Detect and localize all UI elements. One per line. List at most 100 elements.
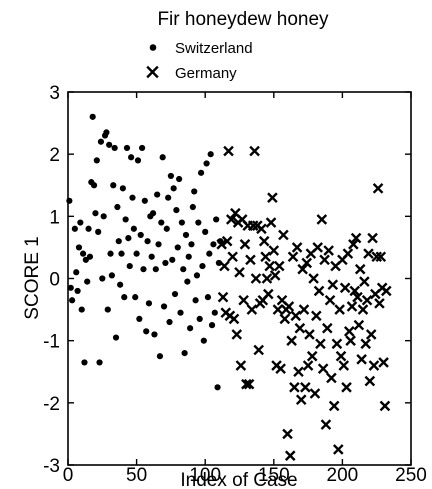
data-point-switzerland — [117, 281, 124, 288]
data-point-germany — [360, 338, 372, 350]
data-point-germany — [304, 329, 315, 340]
data-point-germany — [364, 375, 376, 387]
data-point-germany — [368, 360, 380, 371]
data-point-switzerland — [108, 272, 116, 279]
data-point-switzerland — [126, 262, 133, 270]
data-point-switzerland — [196, 315, 203, 323]
data-point-switzerland — [158, 219, 165, 226]
data-point-germany — [338, 360, 350, 371]
data-point-germany — [359, 276, 370, 287]
data-point-germany — [287, 251, 299, 263]
data-point-switzerland — [136, 315, 143, 323]
y-tick-label: -1 — [43, 332, 60, 353]
y-tick-labels: -3 -2 -1 0 1 2 3 — [43, 83, 60, 477]
data-point-germany — [335, 350, 347, 362]
data-point-germany — [294, 322, 306, 334]
data-point-switzerland — [214, 384, 221, 391]
chart-title: Fir honeydew honey — [157, 9, 329, 30]
data-point-germany — [354, 263, 366, 275]
data-point-switzerland — [171, 290, 179, 298]
data-point-switzerland — [121, 294, 128, 301]
data-point-switzerland — [189, 203, 196, 211]
data-point-germany — [381, 285, 392, 297]
data-point-switzerland — [184, 278, 191, 285]
data-point-switzerland — [92, 210, 99, 217]
data-point-switzerland — [97, 138, 105, 145]
data-point-germany — [306, 350, 318, 362]
data-point-switzerland — [204, 294, 212, 301]
data-point-switzerland — [75, 244, 83, 251]
data-point-germany — [272, 304, 284, 315]
data-point-switzerland — [67, 284, 74, 291]
data-point-germany — [289, 381, 300, 393]
data-point-switzerland — [154, 191, 161, 198]
data-point-switzerland — [96, 359, 103, 366]
data-point-germany — [219, 260, 230, 272]
data-point-switzerland — [155, 241, 162, 248]
data-point-switzerland — [173, 207, 180, 214]
data-point-germany — [234, 266, 245, 278]
data-point-switzerland — [188, 241, 195, 248]
data-point-germany — [227, 251, 238, 263]
data-point-germany — [278, 229, 289, 241]
data-point-germany — [363, 248, 374, 259]
data-point-germany — [357, 304, 369, 315]
data-point-switzerland — [207, 151, 214, 158]
data-point-switzerland — [211, 309, 218, 316]
data-point-switzerland — [79, 250, 87, 257]
data-point-switzerland — [69, 297, 76, 304]
data-point-switzerland — [115, 238, 122, 245]
data-point-germany — [246, 304, 258, 315]
data-point-germany — [374, 298, 385, 309]
data-point-switzerland — [169, 256, 176, 263]
data-point-germany — [379, 400, 391, 412]
data-point-switzerland — [167, 172, 174, 180]
data-point-switzerland — [185, 253, 192, 260]
data-point-switzerland — [99, 275, 106, 282]
data-point-switzerland — [93, 157, 100, 164]
data-point-germany — [243, 378, 255, 390]
y-tick-label: 3 — [49, 83, 60, 104]
data-point-switzerland — [110, 182, 117, 189]
x-tick-label: 200 — [327, 465, 359, 486]
data-point-germany — [300, 381, 311, 393]
data-point-switzerland — [166, 318, 173, 326]
data-point-switzerland — [213, 216, 220, 223]
data-point-germany — [367, 232, 378, 244]
data-points — [66, 113, 392, 461]
data-point-germany — [264, 260, 275, 272]
data-point-germany — [322, 322, 333, 334]
data-point-switzerland — [130, 225, 137, 232]
data-point-switzerland — [114, 203, 121, 211]
data-point-germany — [341, 381, 352, 393]
data-point-switzerland — [160, 303, 168, 310]
data-point-germany — [378, 357, 389, 368]
data-point-switzerland — [159, 154, 166, 161]
legend-x-marker — [146, 65, 159, 79]
data-point-germany — [263, 288, 274, 300]
data-point-germany — [332, 444, 344, 455]
data-point-switzerland — [152, 266, 159, 273]
data-point-germany — [352, 291, 363, 303]
data-point-germany — [286, 335, 297, 346]
data-point-germany — [353, 319, 365, 331]
data-point-switzerland — [86, 253, 94, 260]
data-point-germany — [346, 301, 358, 312]
data-point-germany — [345, 335, 356, 346]
data-point-germany — [302, 360, 314, 371]
data-point-germany — [250, 273, 262, 284]
data-point-germany — [249, 145, 260, 157]
data-point-switzerland — [174, 244, 181, 251]
data-point-germany — [326, 372, 337, 384]
data-point-switzerland — [163, 225, 170, 232]
data-point-switzerland — [122, 216, 129, 223]
data-point-germany — [241, 378, 252, 390]
data-point-switzerland — [144, 238, 151, 245]
data-point-switzerland — [133, 250, 140, 257]
data-point-germany — [291, 242, 303, 253]
y-tick-label: 2 — [49, 145, 60, 166]
data-point-switzerland — [141, 197, 148, 204]
data-point-germany — [235, 360, 247, 371]
data-point-germany — [317, 363, 329, 374]
data-point-switzerland — [129, 194, 136, 201]
